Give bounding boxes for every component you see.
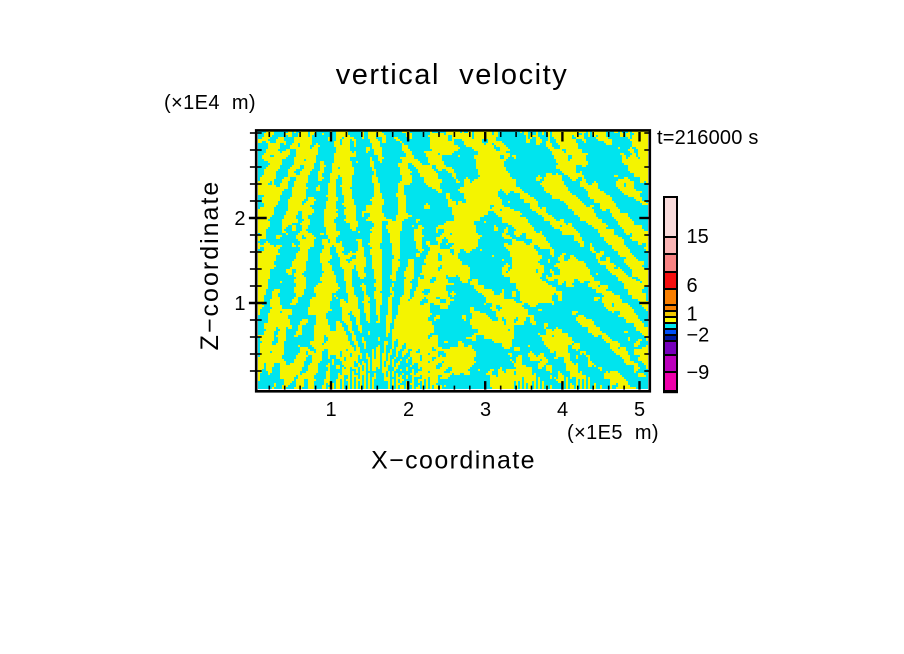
svg-text:1: 1 — [325, 399, 336, 421]
svg-text:2: 2 — [234, 208, 245, 230]
svg-text:X−coordinate: X−coordinate — [371, 447, 536, 475]
svg-text:t=216000 s: t=216000 s — [657, 127, 759, 149]
svg-text:3: 3 — [480, 399, 491, 421]
svg-text:−9: −9 — [687, 362, 710, 384]
svg-text:(×1E5 m): (×1E5 m) — [567, 422, 659, 444]
svg-text:1: 1 — [687, 304, 698, 326]
svg-text:vertical velocity: vertical velocity — [336, 59, 569, 91]
svg-text:2: 2 — [403, 399, 414, 421]
svg-text:5: 5 — [634, 399, 645, 421]
svg-text:(×1E4 m): (×1E4 m) — [164, 92, 256, 114]
svg-text:Z−coordinate: Z−coordinate — [196, 180, 224, 351]
svg-text:4: 4 — [557, 399, 568, 421]
svg-text:15: 15 — [687, 226, 709, 248]
svg-text:−2: −2 — [687, 325, 710, 347]
svg-text:1: 1 — [234, 293, 245, 315]
svg-text:6: 6 — [687, 275, 698, 297]
